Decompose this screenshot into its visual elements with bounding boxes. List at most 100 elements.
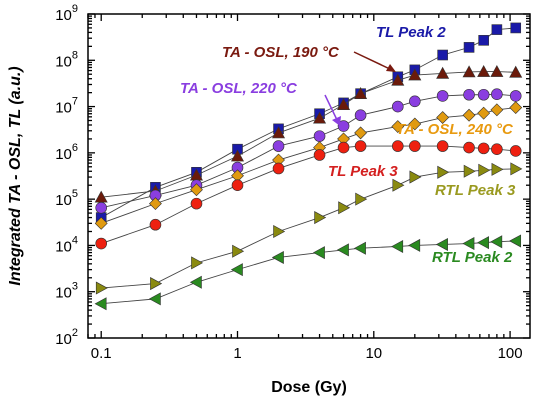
data-point — [230, 149, 245, 162]
arrow-ta-osl-220 — [324, 94, 339, 123]
series-label-rtl-peak-3: RTL Peak 3 — [435, 182, 516, 199]
data-point — [436, 140, 449, 152]
data-point — [353, 241, 366, 255]
data-point — [232, 244, 245, 258]
data-point — [338, 201, 351, 215]
data-point — [408, 238, 421, 252]
x-axis: 0.1 1 10 100 — [87, 14, 523, 362]
data-point — [491, 162, 504, 176]
y-tick-label: 105 — [55, 188, 78, 209]
data-point — [94, 297, 107, 311]
data-point — [337, 141, 350, 154]
series-6 — [94, 234, 522, 311]
data-point — [491, 143, 503, 155]
data-point — [409, 95, 421, 108]
y-tick-exponent: 4 — [72, 234, 78, 246]
y-tick-label: 106 — [55, 142, 78, 163]
data-point — [509, 234, 522, 248]
series-label-tl-peak-3: TL Peak 3 — [328, 163, 398, 180]
y-tick-label: 104 — [55, 234, 78, 255]
data-point — [491, 24, 503, 35]
data-point — [437, 165, 450, 179]
data-point — [150, 277, 163, 291]
series-3 — [94, 101, 523, 230]
data-point — [354, 140, 367, 152]
data-point — [189, 275, 202, 289]
data-point — [509, 145, 522, 157]
y-tick-exponent: 2 — [72, 327, 78, 339]
data-point — [391, 100, 404, 113]
series-5 — [95, 162, 523, 295]
data-point — [490, 235, 503, 249]
series-4 — [95, 140, 522, 250]
series-labels: TL Peak 2 TA - OSL, 190 °C TA - OSL, 220… — [180, 24, 516, 266]
data-point — [313, 130, 326, 142]
data-point — [391, 120, 405, 133]
data-point — [354, 109, 367, 122]
data-point — [463, 141, 475, 154]
data-point — [337, 98, 351, 110]
data-point — [313, 111, 327, 124]
y-tick-exponent: 5 — [72, 188, 78, 200]
data-point — [95, 281, 108, 295]
data-point — [478, 163, 491, 177]
data-point — [477, 88, 490, 101]
data-point — [391, 239, 404, 253]
data-point — [462, 65, 476, 78]
data-point — [477, 106, 491, 120]
y-tick-exponent: 7 — [72, 96, 78, 108]
data-point — [510, 162, 523, 176]
arrowhead-ta-osl-220 — [332, 116, 341, 126]
data-point — [354, 126, 368, 140]
data-point — [190, 197, 203, 210]
data-point — [231, 179, 244, 192]
y-axis: 102 103 104 105 106 107 108 109 — [55, 3, 530, 348]
data-point — [149, 197, 162, 211]
data-point — [337, 120, 350, 132]
data-point — [462, 237, 475, 251]
data-point — [95, 202, 108, 214]
data-point — [462, 108, 476, 122]
data-point — [355, 192, 368, 206]
y-tick-label: 109 — [55, 3, 78, 24]
data-point — [336, 243, 349, 257]
series-layer — [94, 22, 523, 311]
x-tick-label: 1 — [233, 345, 241, 362]
data-point — [148, 292, 161, 306]
series-label-ta-osl-220: TA - OSL, 220 °C — [180, 80, 298, 97]
data-point — [463, 88, 475, 101]
data-point — [509, 65, 523, 78]
x-axis-title: Dose (Gy) — [271, 379, 347, 396]
data-point — [391, 140, 404, 152]
data-point — [478, 35, 489, 46]
series-1 — [94, 64, 523, 203]
series-label-ta-osl-190: TA - OSL, 190 °C — [222, 44, 340, 61]
data-point — [436, 237, 448, 251]
data-point — [272, 162, 285, 175]
data-point — [409, 140, 421, 152]
data-point — [94, 216, 108, 230]
x-tick-label: 10 — [365, 345, 382, 362]
data-point — [314, 211, 327, 225]
arrowhead-ta-osl-190 — [386, 64, 396, 72]
data-point — [272, 126, 286, 139]
series-label-tl-peak-2: TL Peak 2 — [376, 24, 446, 41]
data-point — [477, 236, 489, 250]
data-point — [491, 88, 503, 101]
data-point — [312, 246, 325, 260]
plot-area: 0.1 1 10 100 102 103 104 105 106 107 108 109 — [55, 3, 531, 362]
y-tick-exponent: 8 — [72, 49, 78, 61]
data-point — [463, 42, 475, 53]
data-point — [490, 103, 504, 117]
data-point — [477, 64, 491, 77]
data-point — [313, 149, 326, 161]
data-point — [230, 263, 243, 277]
y-tick-label: 108 — [55, 49, 78, 70]
data-point — [272, 140, 285, 152]
data-point — [95, 237, 108, 250]
data-point — [437, 49, 448, 61]
data-point — [273, 224, 286, 239]
data-point — [149, 218, 162, 231]
data-point — [477, 142, 490, 155]
series-label-ta-osl-240: TA - OSL, 240 °C — [396, 121, 514, 138]
